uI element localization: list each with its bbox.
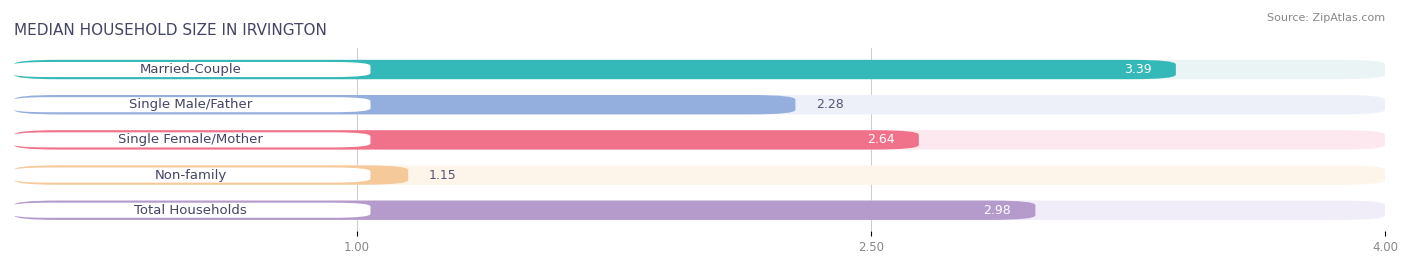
FancyBboxPatch shape [14,130,1385,150]
Text: Non-family: Non-family [155,169,226,182]
FancyBboxPatch shape [14,130,920,150]
Text: Total Households: Total Households [134,204,247,217]
FancyBboxPatch shape [14,165,1385,185]
FancyBboxPatch shape [14,201,1385,220]
FancyBboxPatch shape [14,201,1035,220]
Text: 3.39: 3.39 [1125,63,1152,76]
FancyBboxPatch shape [11,203,371,218]
FancyBboxPatch shape [11,97,371,112]
Text: MEDIAN HOUSEHOLD SIZE IN IRVINGTON: MEDIAN HOUSEHOLD SIZE IN IRVINGTON [14,23,328,38]
Text: 2.28: 2.28 [815,98,844,111]
FancyBboxPatch shape [14,60,1175,79]
FancyBboxPatch shape [14,60,1385,79]
FancyBboxPatch shape [14,95,796,114]
FancyBboxPatch shape [14,165,408,185]
Text: 1.15: 1.15 [429,169,457,182]
FancyBboxPatch shape [11,62,371,77]
FancyBboxPatch shape [14,95,1385,114]
Text: Source: ZipAtlas.com: Source: ZipAtlas.com [1267,13,1385,23]
FancyBboxPatch shape [11,132,371,147]
Text: Married-Couple: Married-Couple [139,63,242,76]
Text: 2.64: 2.64 [868,133,894,146]
FancyBboxPatch shape [11,168,371,183]
Text: 2.98: 2.98 [984,204,1011,217]
Text: Single Male/Father: Single Male/Father [129,98,252,111]
Text: Single Female/Mother: Single Female/Mother [118,133,263,146]
